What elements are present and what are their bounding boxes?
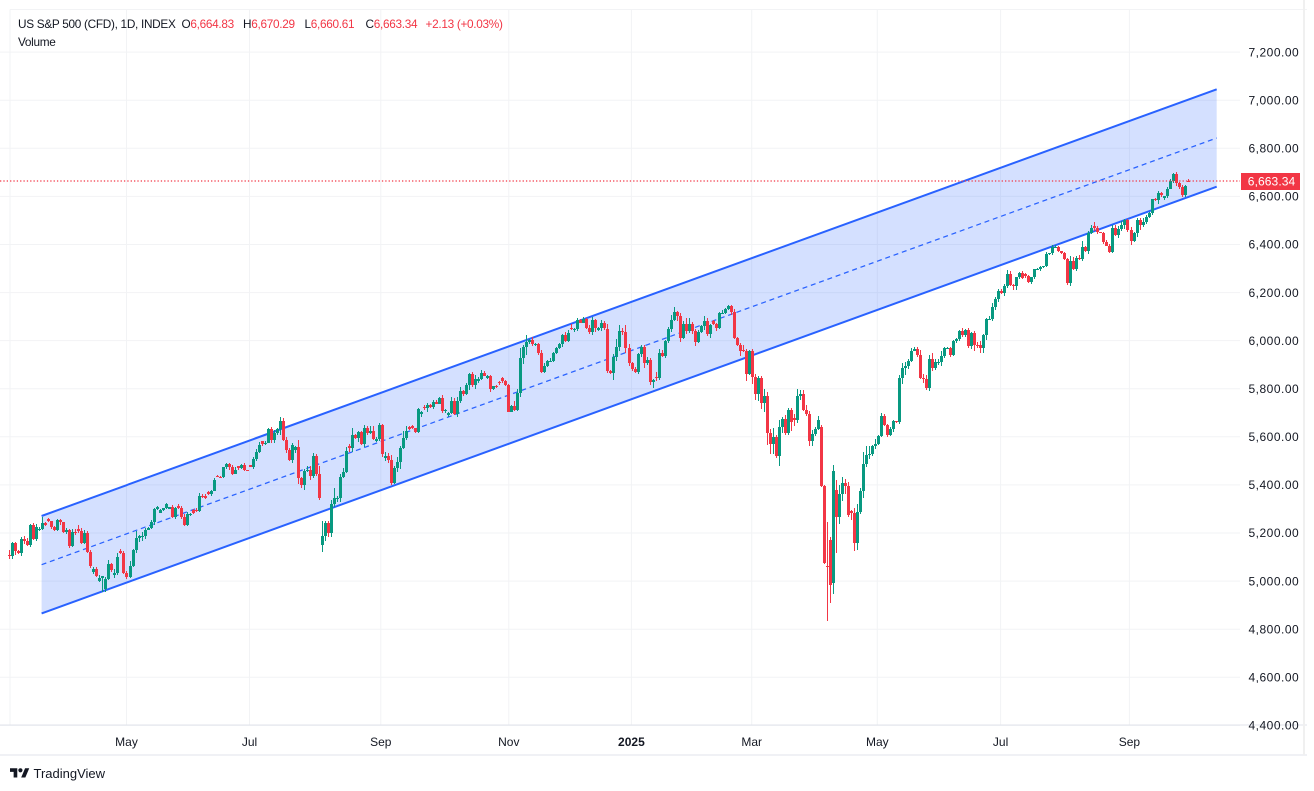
svg-text:4,400.00: 4,400.00: [1249, 719, 1300, 733]
svg-text:5,200.00: 5,200.00: [1249, 526, 1300, 540]
svg-text:4,800.00: 4,800.00: [1249, 622, 1300, 636]
svg-text:4,600.00: 4,600.00: [1249, 671, 1300, 685]
svg-text:7,200.00: 7,200.00: [1249, 45, 1300, 59]
svg-text:5,800.00: 5,800.00: [1249, 382, 1300, 396]
svg-text:6,400.00: 6,400.00: [1249, 238, 1300, 252]
svg-text:5,000.00: 5,000.00: [1249, 574, 1300, 588]
svg-text:Sep: Sep: [370, 735, 392, 749]
svg-text:May: May: [115, 735, 138, 749]
svg-text:6,663.34: 6,663.34: [1248, 175, 1296, 189]
svg-text:Jul: Jul: [242, 735, 257, 749]
svg-text:7,000.00: 7,000.00: [1249, 93, 1300, 107]
svg-text:May: May: [866, 735, 889, 749]
svg-text:Jul: Jul: [993, 735, 1008, 749]
svg-text:Nov: Nov: [498, 735, 519, 749]
svg-text:6,200.00: 6,200.00: [1249, 286, 1300, 300]
svg-text:TradingView: TradingView: [34, 766, 106, 781]
svg-text:6,600.00: 6,600.00: [1249, 190, 1300, 204]
svg-text:6,800.00: 6,800.00: [1249, 142, 1300, 156]
svg-text:2025: 2025: [618, 735, 645, 749]
svg-text:6,000.00: 6,000.00: [1249, 334, 1300, 348]
svg-text:Sep: Sep: [1119, 735, 1141, 749]
svg-text:Mar: Mar: [741, 735, 762, 749]
svg-text:5,400.00: 5,400.00: [1249, 478, 1300, 492]
svg-text:5,600.00: 5,600.00: [1249, 430, 1300, 444]
